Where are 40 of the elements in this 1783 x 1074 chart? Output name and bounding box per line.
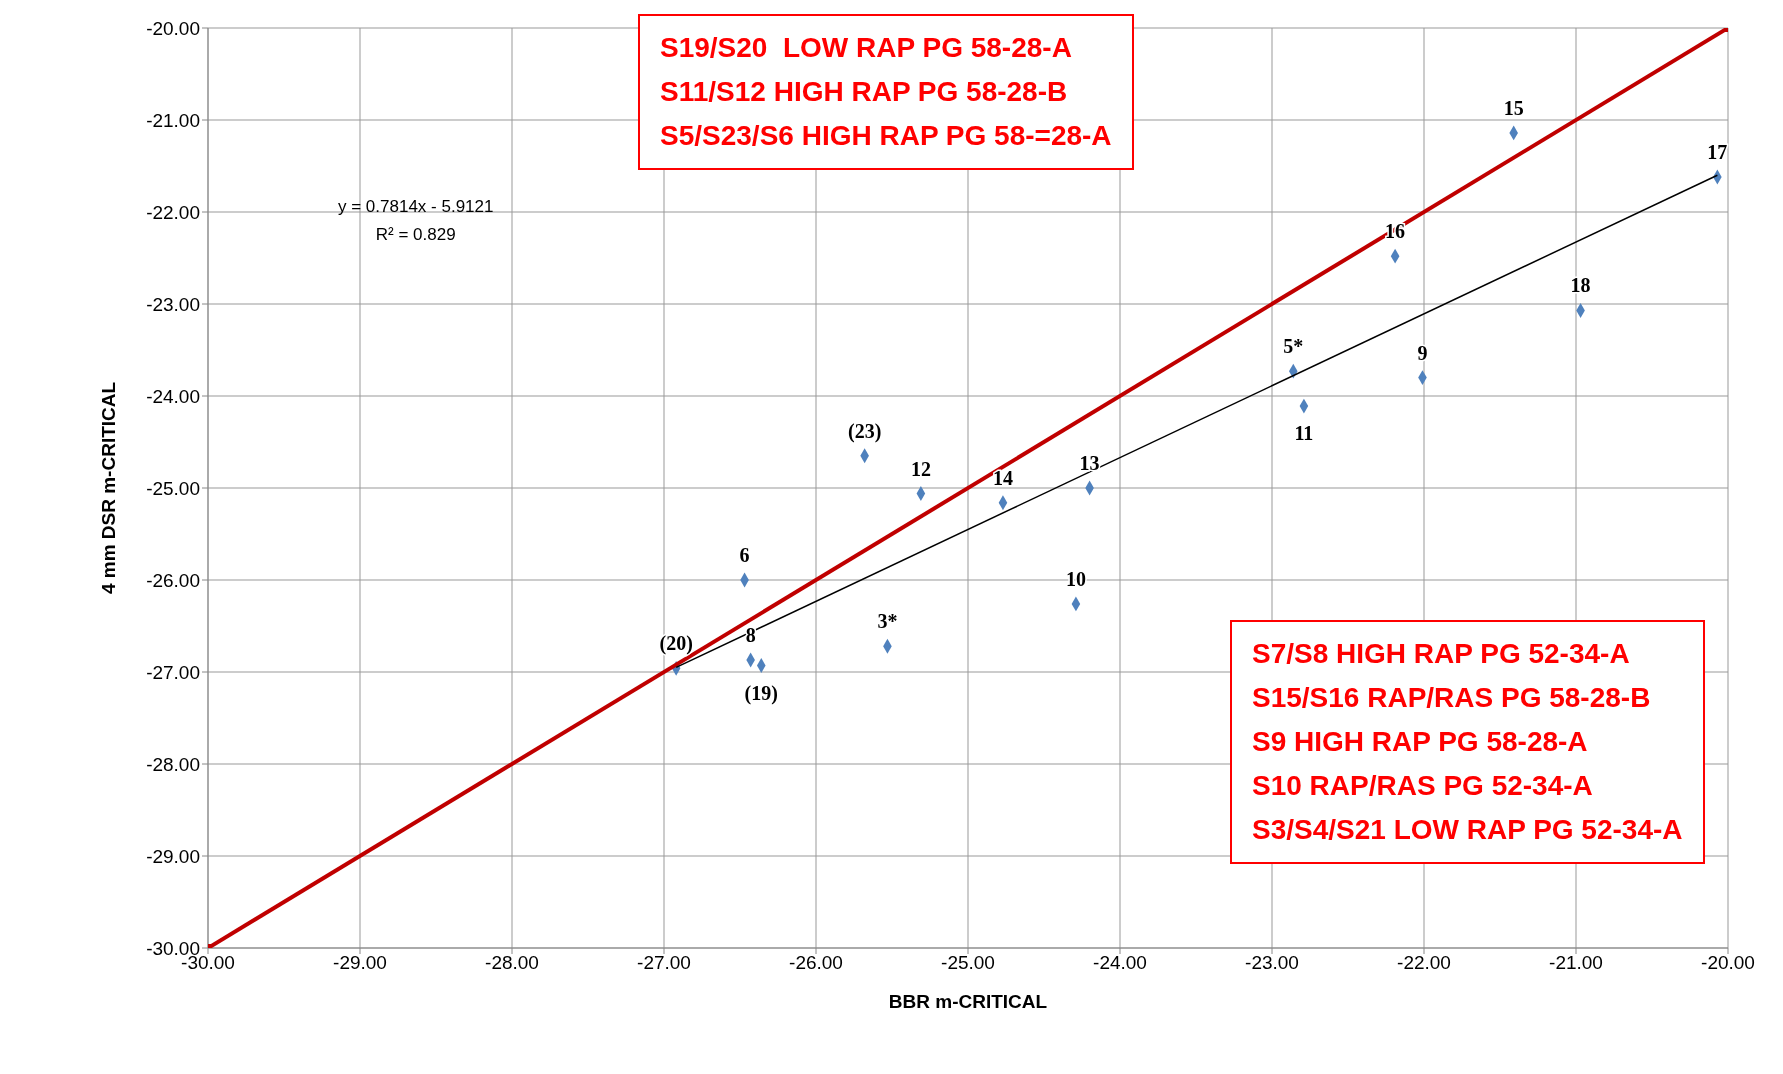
annotation: (23) — [847, 419, 882, 443]
annotation: 15 — [1503, 96, 1524, 119]
x-axis-title: BBR m-CRITICAL — [888, 991, 1048, 1012]
annotation: y = 0.7814x - 5.9121 R² = 0.829 — [338, 196, 494, 246]
y-axis-title: 4 mm DSR m-CRITICAL — [97, 381, 119, 595]
y-tick-label: -23.00 — [146, 293, 200, 315]
x-tick-label: -22.00 — [1397, 952, 1451, 974]
annotation: 18 — [1570, 274, 1591, 297]
x-tick-label: -21.00 — [1549, 952, 1603, 974]
annotation: 6 — [739, 544, 750, 566]
x-tick-label: -26.00 — [789, 952, 843, 974]
y-tick-label: -20.00 — [146, 17, 200, 39]
x-tick-label: -28.00 — [485, 952, 539, 974]
annotation: (20) — [659, 632, 693, 656]
annotation: S19/S20 LOW RAP PG 58-28-A S11/S12 HIGH RAP PG 58-28-B S5/S23/S6 HIGH RAP PG 58-=28-A — [660, 31, 1112, 153]
y-tick-label: -25.00 — [146, 477, 200, 499]
x-tick-label: -20.00 — [1701, 952, 1755, 974]
y-tick-label: -22.00 — [146, 201, 200, 223]
y-tick-label: -29.00 — [146, 845, 200, 867]
x-tick-label: -24.00 — [1093, 952, 1147, 974]
x-tick-label: -23.00 — [1245, 952, 1299, 974]
annotation: 3* — [877, 610, 898, 633]
annotation: 11 — [1294, 422, 1314, 445]
y-tick-label: -27.00 — [146, 661, 200, 683]
x-tick-label: -25.00 — [941, 952, 995, 974]
annotation: (19) — [744, 681, 778, 705]
annotation: 17 — [1707, 141, 1728, 164]
x-tick-label: -27.00 — [637, 952, 691, 974]
annotation: 9 — [1417, 341, 1428, 364]
annotation: S7/S8 HIGH RAP PG 52-34-A S15/S16 RAP/RAS PG 58-28-B S9 HIGH RAP PG 58-28-A S10 RAP/RAS PG 52-34-A S3/S4/S21 LOW RAP PG 52-34-A — [1252, 637, 1683, 847]
x-tick-label: -29.00 — [333, 952, 387, 974]
y-tick-label: -24.00 — [146, 385, 200, 407]
annotation: 5* — [1283, 335, 1304, 358]
annotation: 13 — [1079, 452, 1100, 474]
y-tick-label: -26.00 — [146, 569, 200, 591]
annotation: 10 — [1065, 567, 1086, 590]
annotation: 12 — [910, 457, 931, 480]
y-tick-label: -28.00 — [146, 753, 200, 775]
y-tick-label: -21.00 — [146, 109, 200, 131]
annotation: 14 — [992, 466, 1013, 489]
